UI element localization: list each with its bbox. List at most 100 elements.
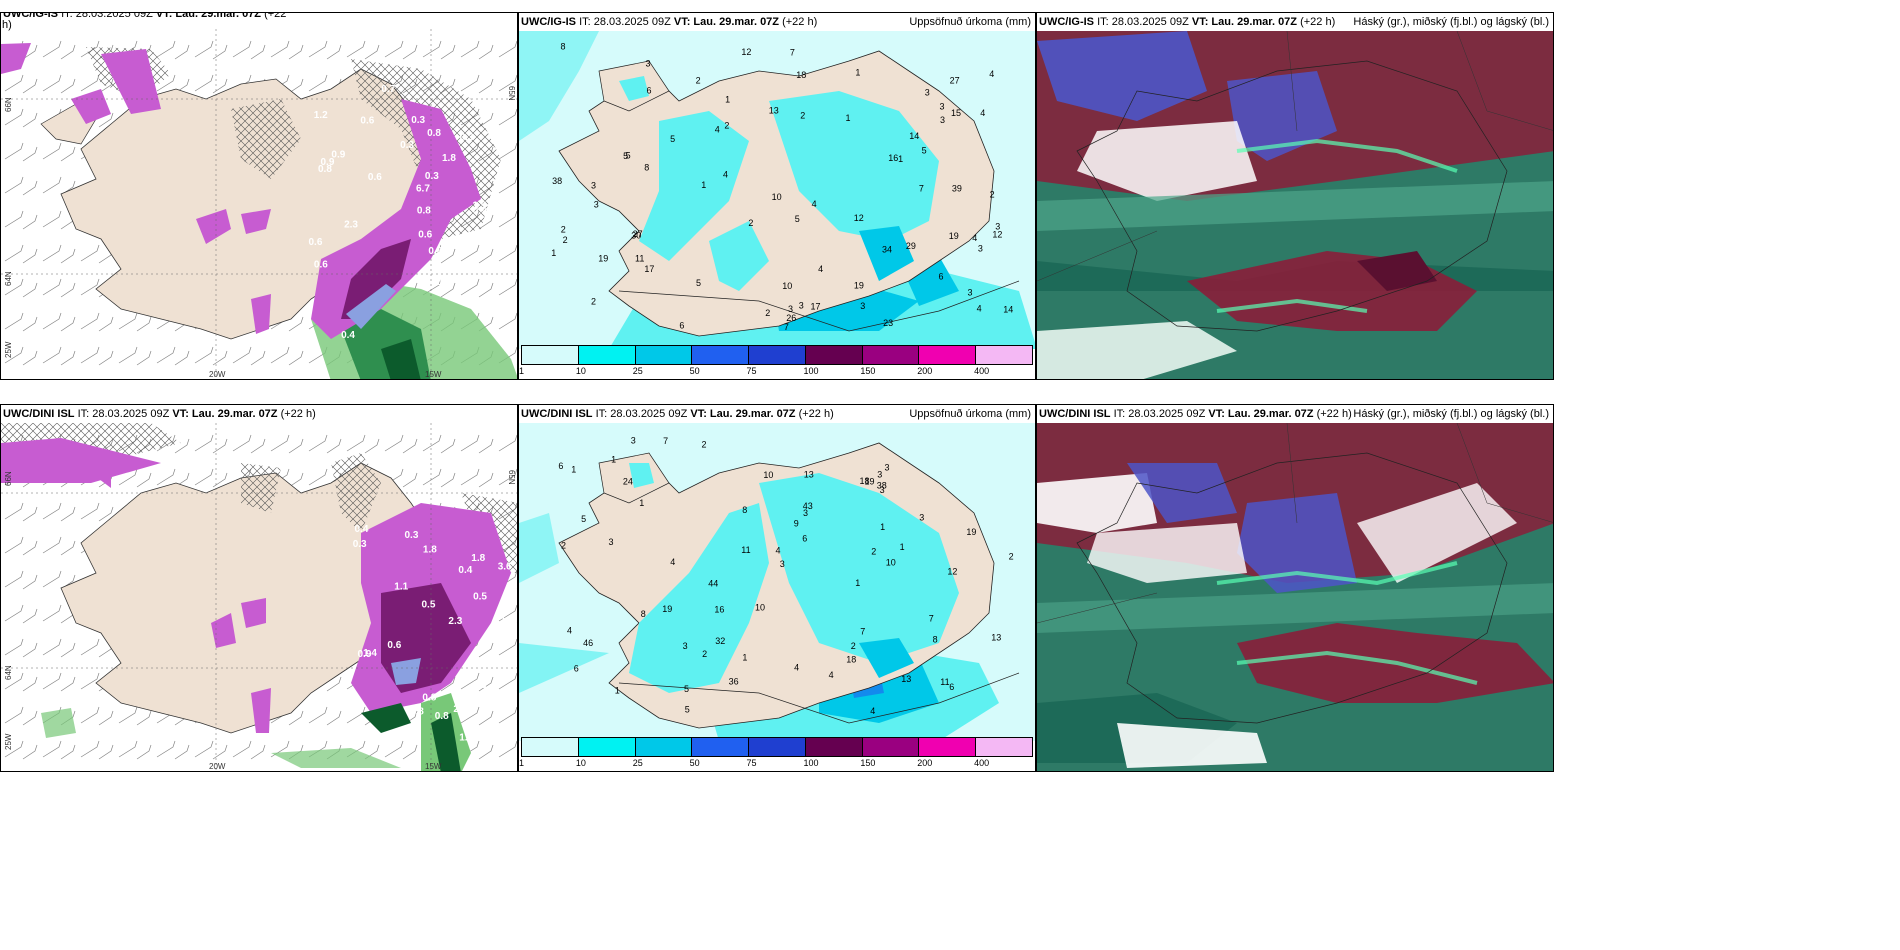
colorbar [521,737,1033,757]
map-wind-precip: 66N 64N 25W 20W 15W 65N 0.40.60.30.90.30… [1,29,517,379]
value-label: 11 [940,677,949,687]
value-label: 0.8 [417,205,431,216]
value-label: 2 [765,308,770,318]
colorbar-swatch [578,346,636,364]
valid-time-label: VT: [673,16,691,28]
colorbar [521,345,1033,365]
value-label: 18 [860,476,870,486]
value-label: 3 [919,512,924,522]
value-label: 3 [995,221,1000,231]
model-label: UWC/DINI ISL [521,408,593,420]
value-label: 4 [670,557,675,567]
value-label: 0.6 [360,116,374,127]
value-label: 0.6 [309,237,323,248]
value-label: 6 [558,461,563,471]
panel-dini-precip: UWC/DINI ISL IT: 28.03.2025 09Z VT: Lau.… [518,404,1036,772]
value-label: 5 [696,278,701,288]
colorbar-tick: 25 [632,366,643,376]
value-label: 1 [611,454,616,464]
value-label: 7 [790,48,795,58]
value-label: 14 [909,131,919,141]
value-label: 3 [860,301,865,311]
value-label: 32 [715,636,725,646]
colorbar-tick: 1 [519,366,525,376]
colorbar-tick: 400 [974,758,990,768]
value-label: 6 [939,271,944,281]
value-label: 1 [846,113,851,123]
value-label: 3 [594,199,599,209]
value-label: 9 [794,519,799,529]
lat-label: 64N [4,665,13,680]
value-label: 6 [949,682,954,692]
value-label: 4 [812,199,817,209]
value-label: 19 [662,604,672,614]
value-label: 10 [772,192,782,202]
valid-time: Lau. 29.mar. 07Z [1211,16,1298,28]
value-label: 0.7 [381,84,395,95]
value-label: 4 [870,706,875,716]
value-label: 2 [800,111,805,121]
lat-label: 66N [4,97,13,112]
value-label: 2.8 [410,706,424,717]
value-label: 6 [647,86,652,96]
value-label: 3 [799,301,804,311]
value-label: 2 [990,190,995,200]
colorbar-swatch [919,738,977,756]
value-label: 3 [683,641,688,651]
value-label: 38 [552,176,562,186]
value-label: 0.3 [353,539,367,550]
value-label: 0.8 [318,164,332,175]
value-label: 17 [811,302,821,312]
value-label: 15 [951,108,961,118]
value-label: 0.9 [321,157,335,168]
value-label: 46 [583,638,593,648]
colorbar-swatch [635,346,693,364]
value-label: 5 [922,146,927,156]
value-label: 0.4 [341,330,355,341]
value-label: 8 [561,41,566,51]
value-label: 1.2 [459,732,473,743]
value-label: 38 [877,481,887,491]
lon-label: 25W [4,341,13,358]
value-label: 39 [952,184,962,194]
lon-label: 15W [425,370,442,379]
value-label: 1 [551,248,556,258]
value-label: 6 [574,663,579,673]
field-title: Háský (gr.), miðský (fj.bl.) og lágský (… [1353,408,1549,420]
value-label: 0.9 [473,206,487,217]
init-time: IT: 28.03.2025 09Z [595,408,688,420]
colorbar-tick: 100 [803,366,819,376]
map-wind-precip: 66N 64N 25W 20W 15W 65N 1.81.80.40.30.30… [1,423,517,771]
value-label: 16 [888,153,898,163]
value-label: 5 [670,134,675,144]
value-label: 1 [900,542,905,552]
lat-label: 64N [4,271,13,286]
colorbar-swatch [862,346,920,364]
value-label: 8 [644,163,649,173]
value-label: 44 [708,579,718,589]
value-label: 0.8 [435,711,449,722]
field-title: Uppsöfnuð úrkoma (mm) [909,408,1031,420]
value-label: 19 [966,527,976,537]
value-label: 7 [919,184,924,194]
field-title: Háský (gr.), miðský (fj.bl.) og lágský (… [1353,16,1549,28]
colorbar-swatch [976,346,1033,364]
panel-header: UWC/DINI ISL IT: 28.03.2025 09Z VT: Lau.… [1037,405,1553,423]
map-precip: 4457101819112233341234122334445532211233… [519,31,1035,349]
colorbar-swatch [522,738,579,756]
value-label: 2.0 [499,616,513,627]
model-label: UWC/DINI ISL [3,408,75,420]
value-label: 0.4 [496,630,510,641]
value-label: 5 [581,514,586,524]
lead-time-cont: h) [2,19,12,31]
wind-values: 1.81.80.40.30.30.90.50.80.61.11.42.63.62… [353,524,514,743]
value-label: 3 [925,87,930,97]
value-label: 7 [663,436,668,446]
value-label: 19 [598,254,608,264]
model-label: UWC/DINI ISL [1039,408,1111,420]
value-label: 3 [940,115,945,125]
value-label: 17 [644,264,654,274]
value-label: 0.6 [314,260,328,271]
value-label: 2 [1009,552,1014,562]
